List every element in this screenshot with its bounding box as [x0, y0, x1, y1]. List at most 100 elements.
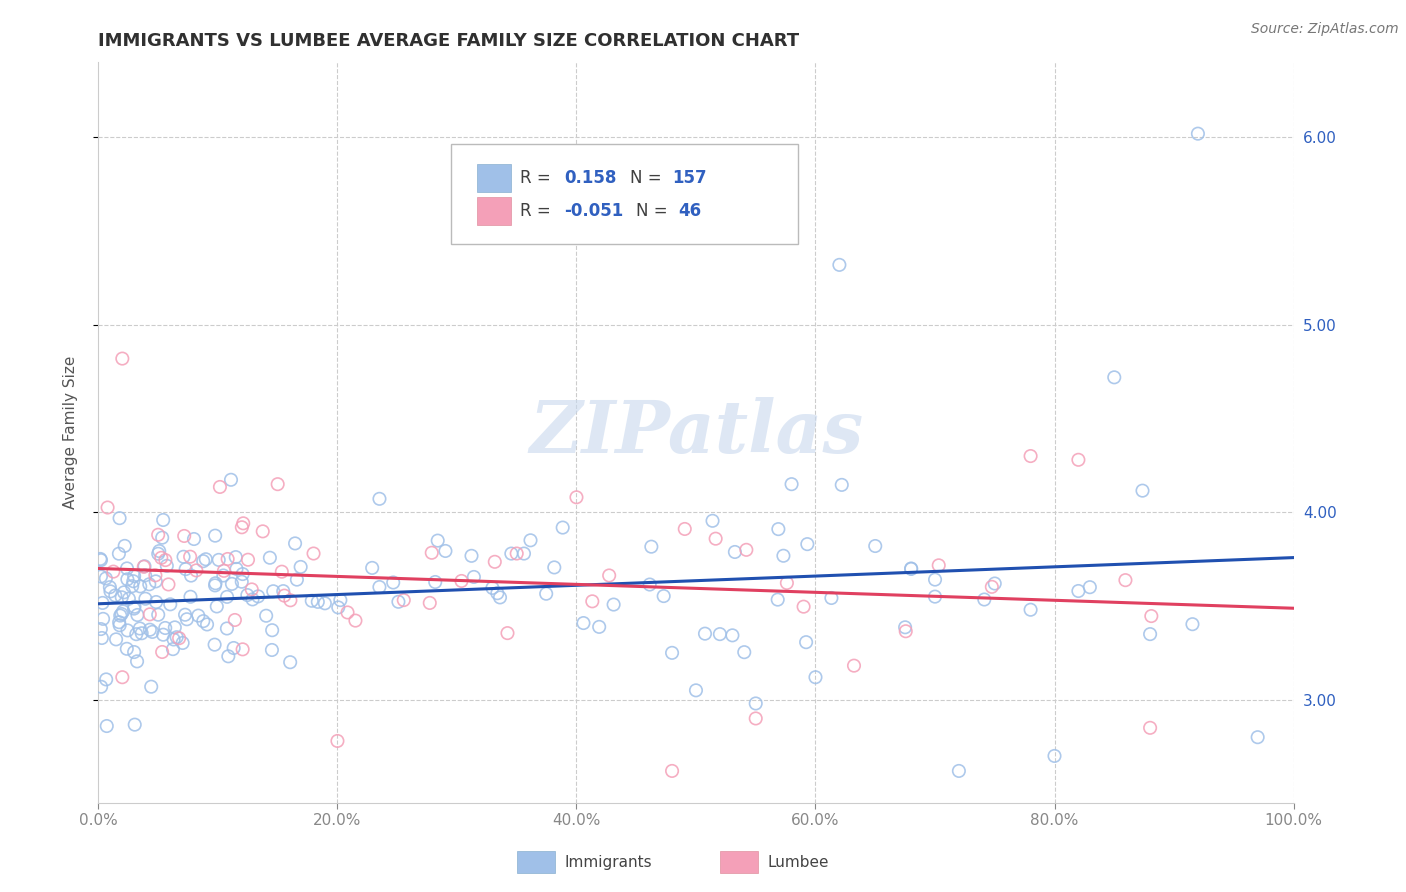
Point [110, 608, 132, 623]
Point [924, 590, 946, 604]
Point [302, 547, 325, 561]
Point [361, 561, 384, 575]
Point [212, 564, 235, 578]
Point [1187, 127, 1209, 141]
Point [217, 590, 239, 604]
Point [745, 711, 768, 725]
Point [290, 560, 312, 574]
Point [1078, 580, 1101, 594]
Point [91, 596, 114, 610]
Point [162, 642, 184, 657]
Point [392, 593, 415, 607]
Point [1132, 483, 1154, 498]
Point [152, 628, 174, 642]
Point [262, 584, 284, 599]
Point [231, 520, 253, 534]
Point [598, 568, 620, 582]
Point [215, 622, 238, 636]
Point [224, 613, 246, 627]
Point [179, 590, 201, 604]
Y-axis label: Average Family Size: Average Family Size [63, 356, 77, 509]
Point [127, 607, 149, 622]
Point [733, 645, 755, 659]
Text: 0.158: 0.158 [565, 169, 617, 187]
Point [124, 599, 146, 614]
Point [1067, 452, 1090, 467]
Point [1019, 449, 1042, 463]
Point [205, 599, 228, 614]
Point [1114, 573, 1136, 587]
Text: 157: 157 [672, 169, 707, 187]
Point [212, 568, 235, 582]
Point [1104, 370, 1126, 384]
Point [145, 595, 167, 609]
Point [842, 658, 865, 673]
Point [766, 592, 789, 607]
Point [426, 533, 449, 548]
Point [242, 592, 264, 607]
Point [128, 622, 150, 636]
Point [186, 563, 208, 577]
Point [307, 595, 329, 609]
Point [232, 516, 254, 531]
Point [157, 577, 180, 591]
Point [115, 561, 138, 575]
Point [148, 528, 170, 542]
FancyBboxPatch shape [517, 851, 555, 873]
Point [831, 478, 853, 492]
Point [90, 631, 112, 645]
Point [138, 577, 160, 591]
Point [115, 641, 138, 656]
Text: R =: R = [520, 169, 557, 187]
Point [254, 608, 277, 623]
Point [501, 547, 523, 561]
Point [117, 624, 139, 638]
Point [159, 597, 181, 611]
Point [1139, 627, 1161, 641]
Point [894, 620, 917, 634]
Point [704, 532, 727, 546]
Point [231, 574, 253, 589]
Point [96, 673, 118, 687]
Point [148, 547, 170, 561]
Point [150, 531, 173, 545]
Point [118, 591, 141, 606]
Point [924, 573, 946, 587]
Point [155, 553, 177, 567]
Point [368, 580, 391, 594]
Point [204, 576, 226, 591]
Point [652, 589, 675, 603]
Point [794, 635, 817, 649]
Point [145, 568, 167, 582]
Point [1247, 730, 1270, 744]
Point [344, 614, 367, 628]
Point [661, 646, 683, 660]
Point [328, 600, 350, 615]
Point [702, 514, 724, 528]
Point [108, 615, 131, 630]
Point [1043, 748, 1066, 763]
Point [640, 540, 662, 554]
Point [176, 612, 198, 626]
Point [793, 599, 815, 614]
Point [108, 618, 131, 632]
Point [420, 546, 443, 560]
Point [111, 591, 134, 605]
Point [534, 587, 557, 601]
Text: N =: N = [630, 169, 666, 187]
Point [111, 670, 134, 684]
Point [97, 500, 120, 515]
Point [776, 576, 799, 591]
Point [134, 559, 156, 574]
Point [131, 626, 153, 640]
Point [1019, 603, 1042, 617]
Point [820, 591, 842, 605]
Point [111, 351, 134, 366]
Point [543, 560, 565, 574]
Point [187, 608, 209, 623]
Point [588, 620, 610, 634]
Point [260, 643, 283, 657]
Point [219, 473, 242, 487]
Point [225, 550, 247, 565]
Point [928, 558, 950, 573]
